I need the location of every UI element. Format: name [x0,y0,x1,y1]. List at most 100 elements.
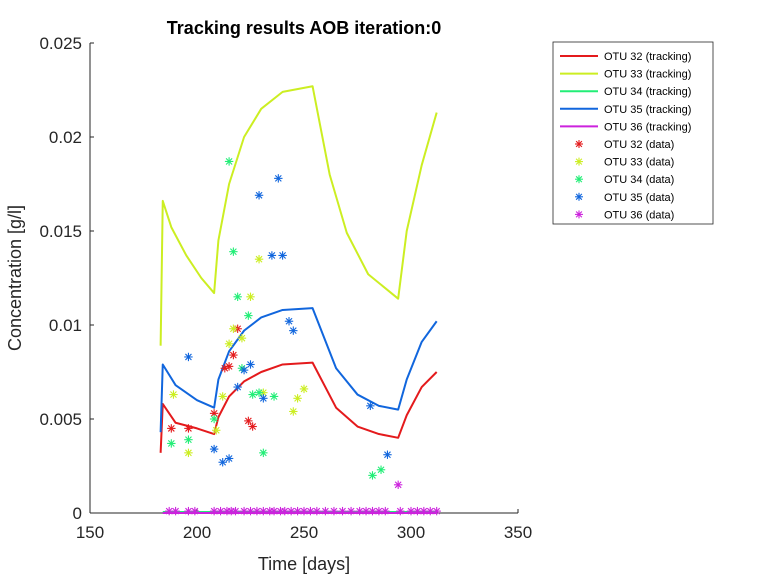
data-point-5 [184,424,193,433]
data-point-7 [259,448,268,458]
legend-label: OTU 36 (data) [604,209,674,221]
data-point-9 [299,506,309,516]
legend-swatch [575,175,583,184]
data-point-8 [366,401,375,411]
legend-label: OTU 32 (tracking) [604,51,691,63]
data-point-7 [229,247,238,256]
data-point-8 [209,444,219,454]
plot-area: 150 200 250 300 350 0 0.005 0.01 0.015 0.02 0.025 [39,34,532,542]
data-point-5 [248,422,257,431]
x-tick-label: 200 [183,523,211,542]
data-point-8 [218,458,227,467]
data-point-9 [190,506,200,516]
legend-swatch [575,210,583,219]
data-point-8 [246,360,255,369]
data-point-8 [267,251,277,260]
data-point-7 [244,311,253,320]
data-point-6 [224,339,234,348]
legend-label: OTU 32 (data) [604,139,674,151]
y-tick-label: 0.015 [39,222,82,241]
data-point-8 [239,365,249,375]
y-tick-label: 0.01 [49,316,82,335]
data-point-8 [278,251,287,260]
x-tick-label: 300 [397,523,425,542]
data-point-6 [184,448,193,458]
x-tick-label: 250 [290,523,318,542]
y-tick-label: 0.025 [39,34,82,53]
y-axis-label: Concentration [g/l] [5,205,25,351]
x-tick-label: 350 [504,523,532,542]
series-line-0 [159,361,438,453]
data-point-7 [269,392,279,401]
data-point-6 [169,390,178,399]
data-point-7 [376,465,386,474]
data-point-8 [383,450,392,459]
data-point-7 [224,157,234,166]
y-axis-ticks: 0 0.005 0.01 0.015 0.02 0.025 [39,34,94,523]
legend-label: OTU 34 (tracking) [604,86,691,98]
data-point-8 [233,382,242,392]
data-point-9 [329,506,339,516]
data-point-9 [321,506,330,516]
data-point-9 [432,506,441,516]
x-axis-ticks: 150 200 250 300 350 [76,509,532,542]
data-point-7 [184,435,193,444]
data-point-6 [218,392,227,401]
y-tick-label: 0.005 [39,410,82,429]
data-point-6 [246,292,255,301]
x-axis-label: Time [days] [258,554,350,574]
legend-label: OTU 35 (data) [604,192,674,204]
data-point-8 [224,454,234,463]
data-point-9 [406,506,416,516]
legend-label: OTU 35 (tracking) [604,104,691,116]
data-point-6 [293,394,302,403]
data-point-6 [229,324,238,333]
data-point-9 [338,506,347,516]
data-point-5 [244,416,253,426]
legend-swatch [575,140,583,148]
data-point-7 [167,439,176,448]
legend-items: OTU 32 (tracking) OTU 33 (tracking) OTU 34… [560,51,691,221]
data-point-9 [393,480,403,489]
data-point-6 [254,255,264,264]
data-point-7 [248,390,257,399]
legend-swatch [575,192,583,201]
data-point-8 [274,174,283,183]
data-point-8 [184,352,193,362]
legend-label: OTU 36 (tracking) [604,121,691,133]
data-point-8 [289,326,298,335]
legend-swatch [575,157,583,166]
legend-label: OTU 34 (data) [604,174,674,186]
legend-label: OTU 33 (data) [604,157,674,169]
data-point-9 [231,506,240,516]
data-point-8 [254,191,264,200]
data-point-9 [355,506,364,516]
data-point-5 [224,362,234,371]
data-point-9 [419,506,429,516]
data-point-9 [413,506,422,516]
series-markers [164,157,441,516]
data-point-6 [299,384,309,394]
data-point-9 [246,506,255,516]
data-point-7 [368,471,377,480]
data-point-9 [216,506,225,516]
series-lines [159,85,438,514]
data-point-9 [381,506,390,516]
data-point-6 [237,333,247,343]
plot-background [90,43,518,513]
data-point-7 [233,292,242,301]
data-point-5 [167,424,176,433]
y-tick-label: 0 [73,504,82,523]
data-point-9 [312,506,322,516]
data-point-7 [209,414,219,424]
data-point-9 [346,506,356,516]
data-point-7 [254,388,264,397]
chart-title: Tracking results AOB iteration:0 [167,18,441,38]
series-line-1 [159,85,438,346]
data-point-5 [209,409,219,418]
data-point-8 [284,317,294,326]
series-line-3 [159,307,438,433]
data-point-9 [171,506,180,516]
y-tick-label: 0.02 [49,128,82,147]
